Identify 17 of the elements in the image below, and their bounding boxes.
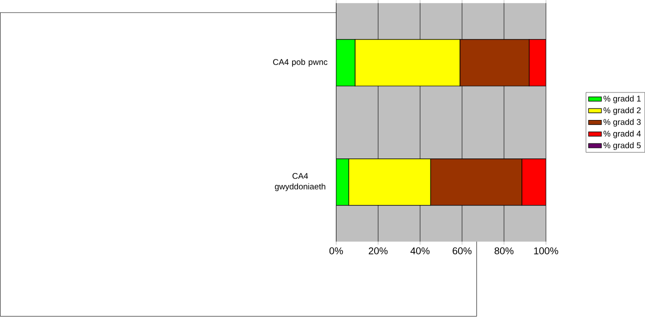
legend-label: % gradd 3 xyxy=(604,119,641,127)
x-tick-label: 80% xyxy=(494,248,514,255)
y-tick-label: CA4 pob pwnc xyxy=(273,59,328,67)
x-tick-label: 20% xyxy=(368,248,388,255)
legend-label: % gradd 4 xyxy=(604,130,641,138)
x-tick-label: 0% xyxy=(329,248,343,255)
bar xyxy=(336,158,350,206)
bar xyxy=(522,158,546,206)
bar xyxy=(336,39,356,87)
y-tick-label: CA4 gwyddoniaeth xyxy=(274,173,326,192)
x-tick-label: 40% xyxy=(410,248,430,255)
x-tick-label: 100% xyxy=(534,248,558,255)
x-tick-label: 60% xyxy=(452,248,472,255)
bar xyxy=(528,39,546,87)
legend-label: % gradd 5 xyxy=(604,142,641,150)
legend-label: % gradd 2 xyxy=(604,107,641,116)
legend-label: % gradd 1 xyxy=(604,96,641,104)
